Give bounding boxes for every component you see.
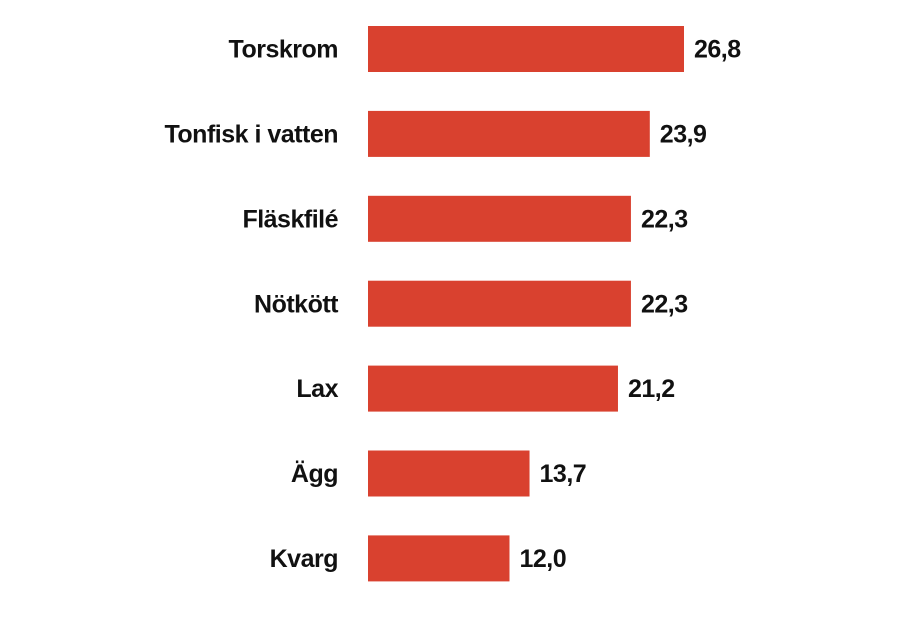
value-label: 26,8 <box>694 36 741 64</box>
bar <box>368 110 650 157</box>
bar <box>368 26 684 72</box>
category-label: Ägg <box>291 460 338 488</box>
bar <box>368 535 510 582</box>
value-label: 12,0 <box>519 545 566 573</box>
category-label: Tonfisk i vatten <box>164 121 338 149</box>
category-label: Fläskfilé <box>242 205 338 233</box>
category-label: Lax <box>296 375 338 403</box>
value-label: 23,9 <box>660 121 707 149</box>
value-label: 22,3 <box>641 205 688 233</box>
value-label: 22,3 <box>641 290 688 318</box>
bar <box>368 280 631 327</box>
bar <box>368 450 530 497</box>
value-label: 21,2 <box>628 375 675 403</box>
value-label: 13,7 <box>540 460 587 488</box>
category-label: Nötkött <box>254 290 339 318</box>
category-label: Torskrom <box>229 36 338 64</box>
bar <box>368 195 631 242</box>
category-label: Kvarg <box>270 545 338 573</box>
bar <box>368 365 618 412</box>
